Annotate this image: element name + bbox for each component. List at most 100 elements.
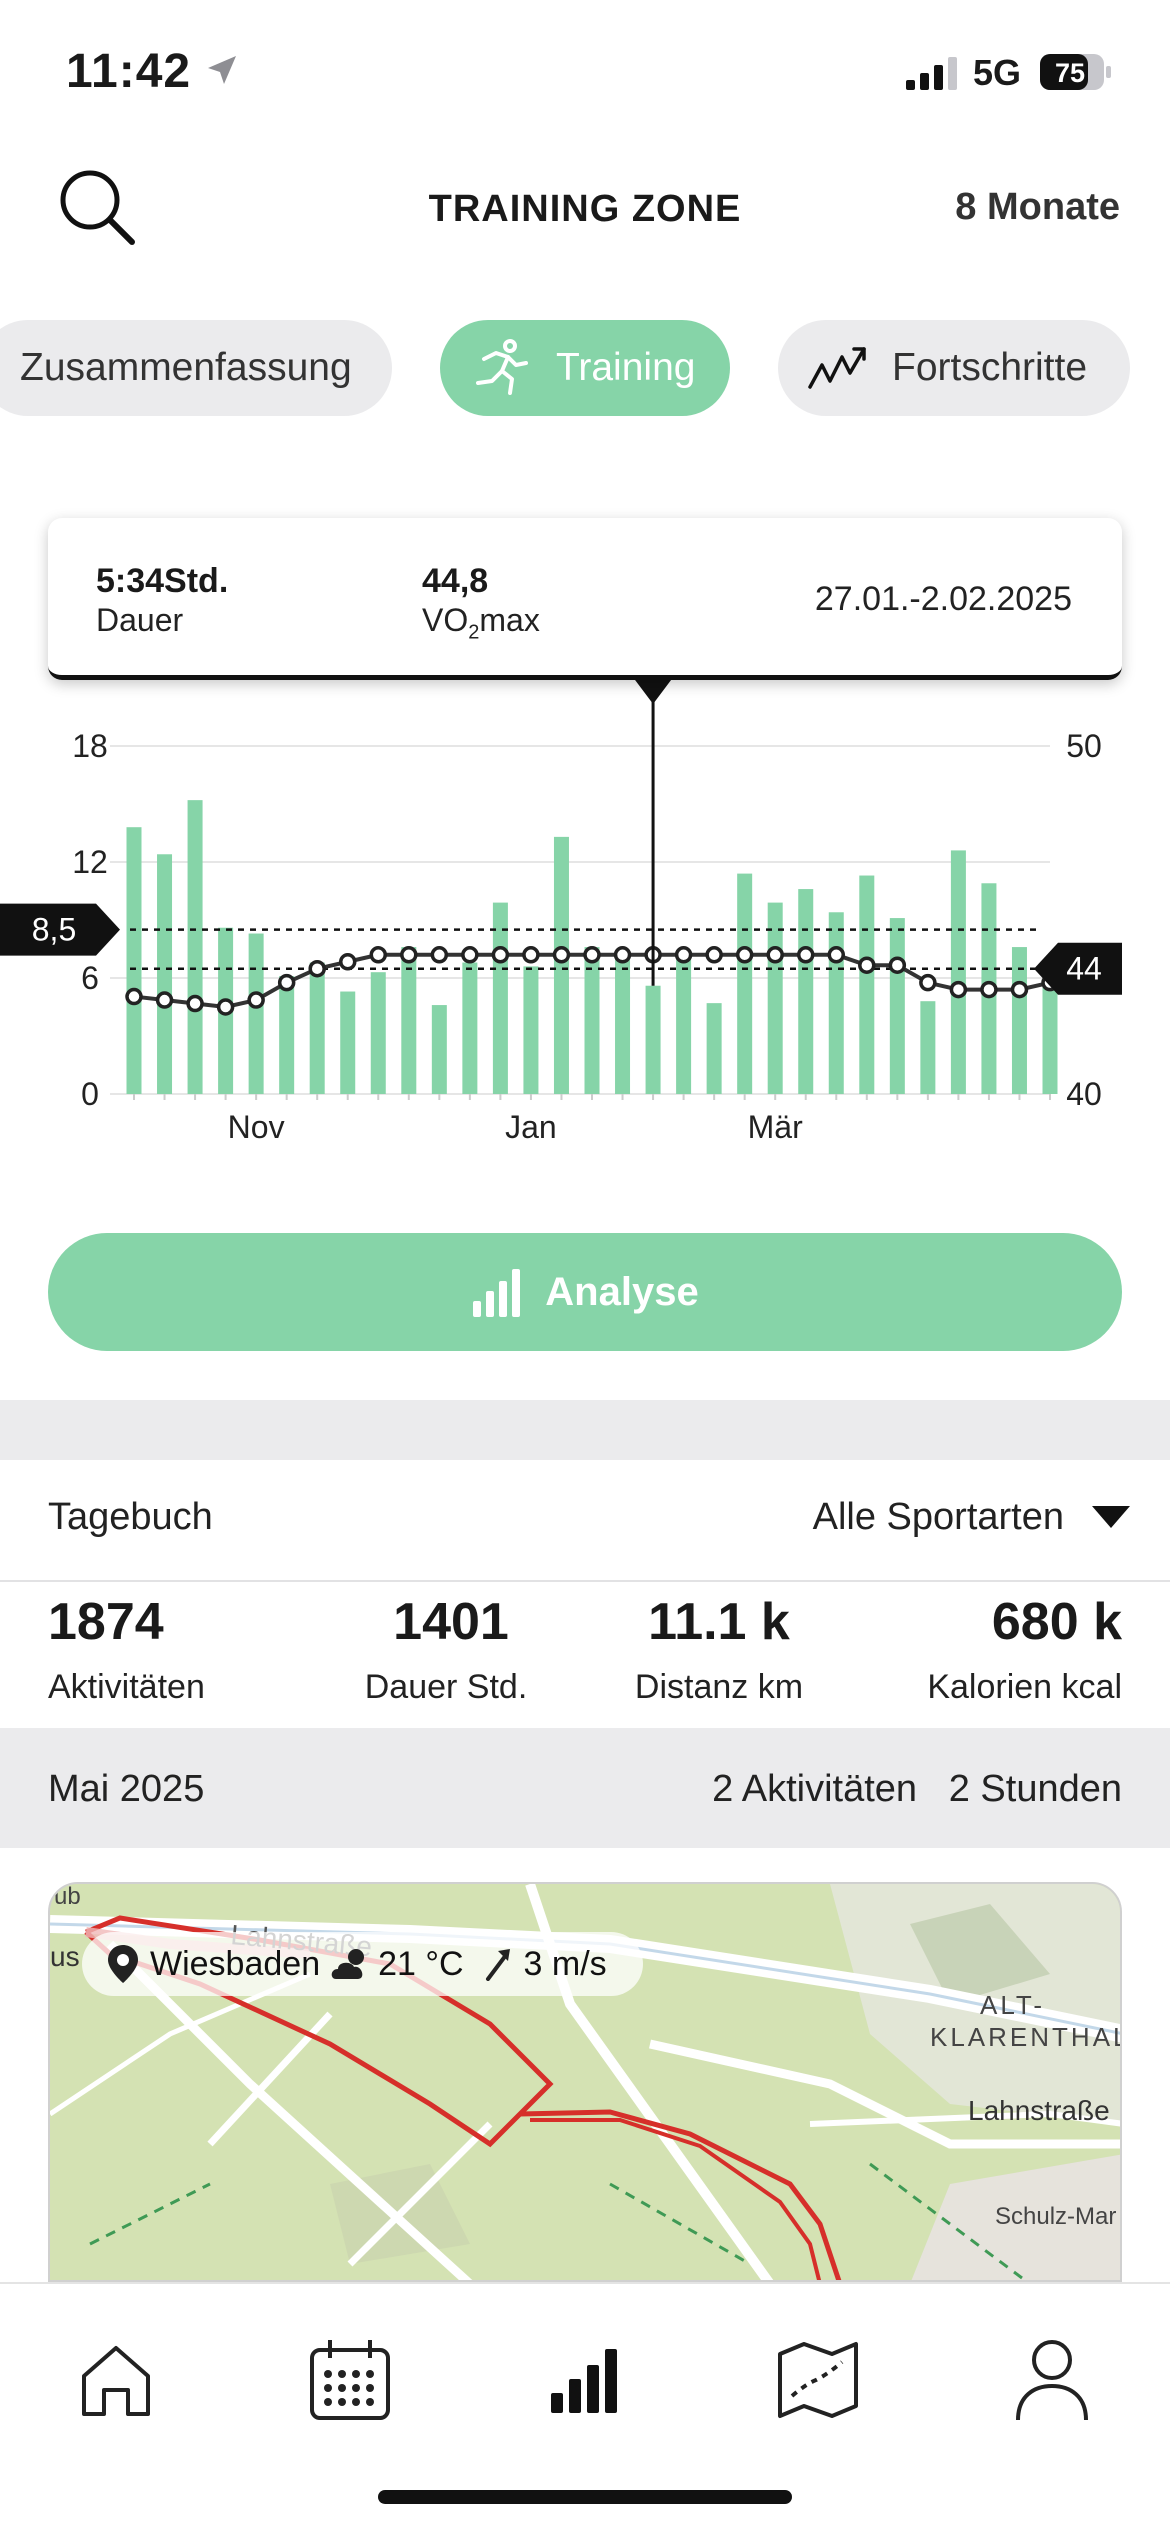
tooltip-date-range: 27.01.-2.02.2025 xyxy=(814,580,1072,618)
status-bar: 11:42 5G 75 xyxy=(0,0,1170,140)
left-marker-shape xyxy=(0,903,120,956)
weather-cloudy-icon xyxy=(331,1949,365,1979)
chart-bar xyxy=(584,947,600,1094)
tab-progress-label: Fortschritte xyxy=(892,346,1088,389)
bar-chart-icon xyxy=(473,1269,521,1317)
chart-bar xyxy=(431,1005,447,1094)
vo2-point xyxy=(919,973,937,992)
vo2-point xyxy=(155,991,174,1009)
month-name: Mai 2025 xyxy=(48,1768,205,1810)
nav-calendar[interactable] xyxy=(300,2330,400,2430)
vo2-point xyxy=(1010,980,1029,999)
tab-summary[interactable]: Zusammenfassung xyxy=(0,320,392,416)
nav-home[interactable] xyxy=(66,2330,166,2430)
vo2-point xyxy=(277,973,296,992)
home-icon xyxy=(82,2346,150,2416)
month-header: Mai 2025 2 Aktivitäten 2 Stunden xyxy=(0,1728,1170,1848)
chart-tooltip: 5:34Std. Dauer 44,8 VO2max 27.01.-2.02.2… xyxy=(48,518,1122,680)
map-label-edge-1: ub xyxy=(54,1884,81,1910)
chart-bar xyxy=(401,947,417,1094)
map-location: Wiesbaden xyxy=(150,1944,321,1983)
chart-bar xyxy=(370,972,386,1094)
right-marker-label: 44 xyxy=(1066,951,1102,987)
vo2-point xyxy=(888,956,907,974)
x-tick-label: Nov xyxy=(228,1109,285,1145)
nav-map[interactable] xyxy=(768,2330,868,2430)
cellular-signal-icon xyxy=(906,57,957,90)
chart-bar xyxy=(706,1003,722,1094)
vo2-point xyxy=(491,946,510,964)
chart-bar xyxy=(523,966,539,1094)
y-left-tick-label: 18 xyxy=(72,728,108,764)
stat-distance-value: 11.1 k xyxy=(648,1593,790,1651)
analyse-button-label: Analyse xyxy=(545,1269,699,1314)
stat-duration-value: 1401 xyxy=(393,1593,509,1651)
stat-activities-label: Aktivitäten xyxy=(48,1668,205,1706)
battery-icon: 75 xyxy=(1040,54,1111,90)
running-icon xyxy=(476,339,528,395)
nav-profile[interactable] xyxy=(1002,2330,1102,2430)
vo2-point xyxy=(613,946,632,964)
map-label-district-1: ALT- xyxy=(980,1990,1045,2020)
sport-filter-dropdown[interactable]: Alle Sportarten xyxy=(813,1496,1130,1539)
vo2-point xyxy=(735,946,754,964)
location-pin-icon xyxy=(108,1945,138,1983)
search-icon xyxy=(60,170,135,245)
wind-icon xyxy=(485,1949,510,1981)
y-left-tick-label: 0 xyxy=(81,1076,99,1112)
map-label-district-2: KLARENTHAL xyxy=(930,2022,1122,2052)
tab-summary-label: Zusammenfassung xyxy=(20,346,352,389)
chart-bar xyxy=(828,912,844,1094)
vo2-point xyxy=(247,991,265,1009)
chart-bar xyxy=(279,976,295,1094)
section-divider xyxy=(0,1400,1170,1460)
map-icon xyxy=(778,2342,858,2418)
chart-bar xyxy=(737,873,753,1094)
tab-progress[interactable]: Fortschritte xyxy=(778,320,1130,416)
vo2-point xyxy=(552,946,571,964)
stat-calories-value: 680 k xyxy=(991,1593,1122,1651)
selection-pointer xyxy=(635,680,672,704)
y-left-tick-label: 6 xyxy=(81,960,99,996)
vo2-point xyxy=(522,946,540,964)
period-selector[interactable]: 8 Monate xyxy=(955,186,1120,228)
chart-bar xyxy=(920,1001,936,1094)
tooltip-vo2-value: 44,8 xyxy=(422,562,489,600)
vo2-point xyxy=(796,946,815,964)
vo2-point xyxy=(980,980,998,999)
tooltip-duration-value: 5:34Std. xyxy=(96,562,229,600)
home-indicator xyxy=(378,2490,792,2504)
stat-distance-label: Distanz km xyxy=(634,1668,804,1706)
search-button[interactable] xyxy=(50,160,140,250)
y-left-tick-label: 12 xyxy=(72,844,108,880)
stats-icon xyxy=(551,2349,617,2413)
status-time: 11:42 xyxy=(66,45,192,98)
right-marker-shape xyxy=(1034,942,1122,995)
chart-bar xyxy=(859,875,875,1094)
vo2-point xyxy=(125,987,143,1006)
vo2-point xyxy=(766,946,784,964)
chart-bar xyxy=(798,889,814,1094)
chart-bar xyxy=(950,850,966,1094)
vo2-point xyxy=(369,946,388,964)
map-label-edge-2: us xyxy=(50,1941,80,1972)
profile-icon xyxy=(1016,2340,1088,2421)
left-value-marker: 8,5 xyxy=(0,903,120,956)
map-wind: 3 m/s xyxy=(523,1944,607,1983)
training-chart[interactable]: 18 12 6 0 50 40 Nov Jan Mär 8,5 44 xyxy=(0,510,1170,1150)
left-marker-label: 8,5 xyxy=(32,912,76,948)
map-temperature: 21 °C xyxy=(378,1944,464,1983)
tab-training[interactable]: Training xyxy=(440,320,730,416)
map-label-place: Schulz-Mar xyxy=(995,2203,1116,2230)
nav-stats[interactable] xyxy=(535,2330,635,2430)
tooltip-vo2-label: VO2max xyxy=(422,602,540,644)
tab-training-label: Training xyxy=(556,346,696,389)
tooltip-duration-label: Dauer xyxy=(96,602,184,638)
sport-filter-value: Alle Sportarten xyxy=(812,1496,1064,1538)
analyse-button[interactable]: Analyse xyxy=(48,1233,1122,1351)
dropdown-triangle-icon xyxy=(1092,1505,1130,1528)
chart-bar xyxy=(309,962,325,1094)
stat-calories-label: Kalorien kcal xyxy=(927,1668,1122,1706)
chart-bar xyxy=(553,836,569,1094)
